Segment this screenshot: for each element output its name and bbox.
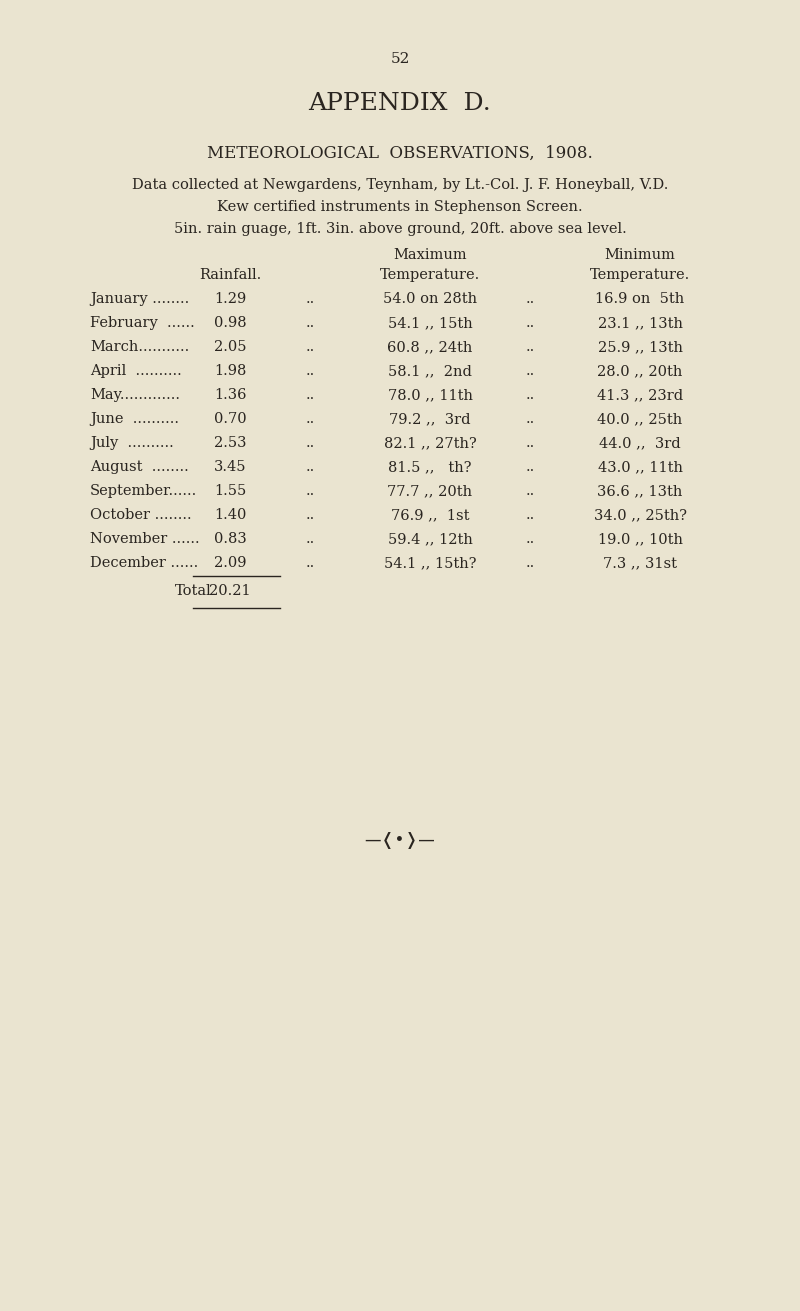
Text: March...........: March........... xyxy=(90,340,190,354)
Text: ..: .. xyxy=(526,556,534,570)
Text: February  ......: February ...... xyxy=(90,316,194,330)
Text: 19.0 ,, 10th: 19.0 ,, 10th xyxy=(598,532,682,545)
Text: 3.45: 3.45 xyxy=(214,460,246,475)
Text: 77.7 ,, 20th: 77.7 ,, 20th xyxy=(387,484,473,498)
Text: ..: .. xyxy=(526,507,534,522)
Text: 25.9 ,, 13th: 25.9 ,, 13th xyxy=(598,340,682,354)
Text: 2.53: 2.53 xyxy=(214,437,246,450)
Text: 1.98: 1.98 xyxy=(214,364,246,378)
Text: ..: .. xyxy=(306,412,314,426)
Text: Data collected at Newgardens, Teynham, by Lt.-Col. J. F. Honeyball, V.D.: Data collected at Newgardens, Teynham, b… xyxy=(132,178,668,191)
Text: April  ..........: April .......... xyxy=(90,364,182,378)
Text: 82.1 ,, 27th?: 82.1 ,, 27th? xyxy=(384,437,476,450)
Text: 20.21: 20.21 xyxy=(209,583,251,598)
Text: Kew certified instruments in Stephenson Screen.: Kew certified instruments in Stephenson … xyxy=(217,201,583,214)
Text: 2.09: 2.09 xyxy=(214,556,246,570)
Text: May.............: May............. xyxy=(90,388,180,402)
Text: December ......: December ...... xyxy=(90,556,198,570)
Text: 23.1 ,, 13th: 23.1 ,, 13th xyxy=(598,316,682,330)
Text: 36.6 ,, 13th: 36.6 ,, 13th xyxy=(598,484,682,498)
Text: METEOROLOGICAL  OBSERVATIONS,  1908.: METEOROLOGICAL OBSERVATIONS, 1908. xyxy=(207,146,593,163)
Text: 2.05: 2.05 xyxy=(214,340,246,354)
Text: ..: .. xyxy=(306,388,314,402)
Text: ..: .. xyxy=(526,460,534,475)
Text: ..: .. xyxy=(306,507,314,522)
Text: 1.36: 1.36 xyxy=(214,388,246,402)
Text: Minimum: Minimum xyxy=(605,248,675,262)
Text: ..: .. xyxy=(526,340,534,354)
Text: 28.0 ,, 20th: 28.0 ,, 20th xyxy=(598,364,682,378)
Text: 60.8 ,, 24th: 60.8 ,, 24th xyxy=(387,340,473,354)
Text: ..: .. xyxy=(526,532,534,545)
Text: ..: .. xyxy=(306,532,314,545)
Text: ..: .. xyxy=(526,484,534,498)
Text: 54.1 ,, 15th: 54.1 ,, 15th xyxy=(388,316,472,330)
Text: November ......: November ...... xyxy=(90,532,200,545)
Text: ..: .. xyxy=(306,460,314,475)
Text: 0.83: 0.83 xyxy=(214,532,246,545)
Text: 34.0 ,, 25th?: 34.0 ,, 25th? xyxy=(594,507,686,522)
Text: ..: .. xyxy=(306,437,314,450)
Text: Temperature.: Temperature. xyxy=(590,267,690,282)
Text: Temperature.: Temperature. xyxy=(380,267,480,282)
Text: ..: .. xyxy=(306,316,314,330)
Text: 43.0 ,, 11th: 43.0 ,, 11th xyxy=(598,460,682,475)
Text: ..: .. xyxy=(526,388,534,402)
Text: January ........: January ........ xyxy=(90,292,190,305)
Text: 1.29: 1.29 xyxy=(214,292,246,305)
Text: Maximum: Maximum xyxy=(393,248,467,262)
Text: ..: .. xyxy=(306,556,314,570)
Text: 76.9 ,,  1st: 76.9 ,, 1st xyxy=(390,507,470,522)
Text: ..: .. xyxy=(526,316,534,330)
Text: 40.0 ,, 25th: 40.0 ,, 25th xyxy=(598,412,682,426)
Text: 5in. rain guage, 1ft. 3in. above ground, 20ft. above sea level.: 5in. rain guage, 1ft. 3in. above ground,… xyxy=(174,222,626,236)
Text: 0.70: 0.70 xyxy=(214,412,246,426)
Text: 7.3 ,, 31st: 7.3 ,, 31st xyxy=(603,556,677,570)
Text: 78.0 ,, 11th: 78.0 ,, 11th xyxy=(387,388,473,402)
Text: ..: .. xyxy=(526,292,534,305)
Text: —❬•❭—: —❬•❭— xyxy=(365,831,435,850)
Text: APPENDIX  D.: APPENDIX D. xyxy=(309,92,491,115)
Text: 44.0 ,,  3rd: 44.0 ,, 3rd xyxy=(599,437,681,450)
Text: October ........: October ........ xyxy=(90,507,192,522)
Text: ..: .. xyxy=(306,340,314,354)
Text: 52: 52 xyxy=(390,52,410,66)
Text: 54.0 on 28th: 54.0 on 28th xyxy=(383,292,477,305)
Text: Rainfall.: Rainfall. xyxy=(199,267,261,282)
Text: 1.55: 1.55 xyxy=(214,484,246,498)
Text: 1.40: 1.40 xyxy=(214,507,246,522)
Text: ..: .. xyxy=(306,484,314,498)
Text: 81.5 ,,   th?: 81.5 ,, th? xyxy=(388,460,472,475)
Text: 0.98: 0.98 xyxy=(214,316,246,330)
Text: ..: .. xyxy=(526,437,534,450)
Text: 79.2 ,,  3rd: 79.2 ,, 3rd xyxy=(390,412,470,426)
Text: August  ........: August ........ xyxy=(90,460,189,475)
Text: ..: .. xyxy=(306,364,314,378)
Text: 16.9 on  5th: 16.9 on 5th xyxy=(595,292,685,305)
Text: ..: .. xyxy=(306,292,314,305)
Text: Total: Total xyxy=(175,583,212,598)
Text: September......: September...... xyxy=(90,484,198,498)
Text: 54.1 ,, 15th?: 54.1 ,, 15th? xyxy=(384,556,476,570)
Text: 58.1 ,,  2nd: 58.1 ,, 2nd xyxy=(388,364,472,378)
Text: 59.4 ,, 12th: 59.4 ,, 12th xyxy=(387,532,473,545)
Text: ..: .. xyxy=(526,412,534,426)
Text: June  ..........: June .......... xyxy=(90,412,179,426)
Text: ..: .. xyxy=(526,364,534,378)
Text: July  ..........: July .......... xyxy=(90,437,174,450)
Text: 41.3 ,, 23rd: 41.3 ,, 23rd xyxy=(597,388,683,402)
